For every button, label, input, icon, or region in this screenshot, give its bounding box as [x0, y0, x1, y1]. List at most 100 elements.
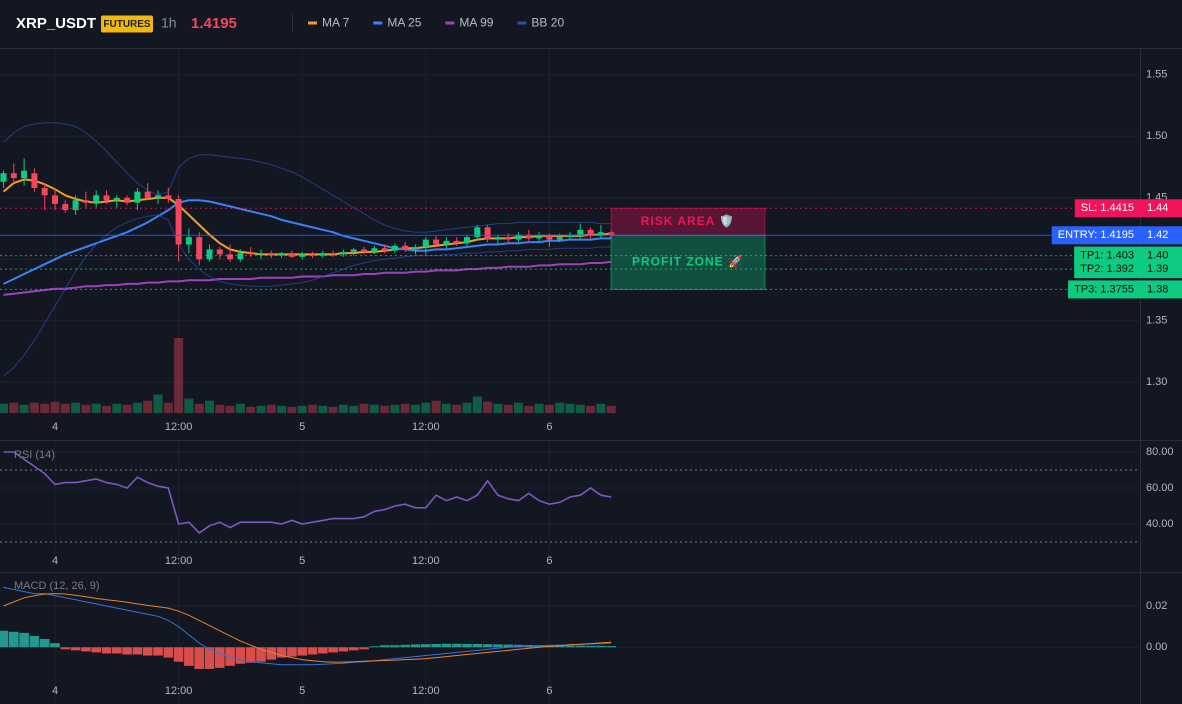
interval: 1h [161, 15, 177, 31]
ma-line [3, 260, 612, 296]
axis-label-bg [1140, 246, 1182, 265]
candle-body [41, 187, 48, 196]
volume-bar [411, 404, 420, 413]
candle-body [0, 173, 7, 182]
volume-bar [256, 405, 266, 413]
x-tick-label: 4 [52, 685, 58, 697]
axis-label: 1.40 [1147, 250, 1168, 262]
y-tick-label: 1.35 [1146, 315, 1167, 327]
macd-histogram [503, 644, 513, 648]
candle-body [268, 253, 275, 256]
volume-bar [431, 400, 441, 413]
level-label-bg [1074, 199, 1140, 218]
macd-histogram [379, 645, 390, 648]
macd-line [3, 593, 612, 663]
zone-label: RISK AREA 🛡️ [641, 214, 735, 228]
macd-histogram [400, 644, 410, 648]
candle-body [165, 195, 172, 200]
level-label: SL: 1.4415 [1081, 202, 1134, 214]
candle-body [237, 253, 244, 260]
macd-histogram [173, 647, 184, 662]
candle-body [587, 229, 594, 236]
x-tick-label: 4 [52, 421, 58, 433]
macd-histogram [0, 630, 9, 648]
macd-histogram [596, 645, 606, 648]
macd-histogram [245, 647, 256, 663]
candle-body [371, 248, 378, 252]
macd-histogram [431, 643, 441, 648]
panel-title: MACD (12, 26, 9) [14, 580, 100, 592]
level-label: TP1: 1.403 [1080, 250, 1134, 262]
candle-body [391, 245, 398, 251]
candle-body [134, 191, 141, 203]
candle-body [288, 253, 295, 257]
candle-body [515, 234, 522, 240]
volume-bar [555, 402, 565, 413]
volume-bar [71, 402, 81, 413]
volume-bar [122, 404, 132, 413]
candle-body [484, 227, 491, 240]
candle-body [113, 197, 120, 201]
volume-bar [81, 404, 91, 413]
y-tick-label: 1.30 [1146, 376, 1167, 388]
volume-bar [91, 403, 101, 413]
volume-bar [318, 405, 328, 413]
panel-title: RSI (14) [14, 449, 55, 461]
candle-body [597, 232, 604, 236]
y-tick-label: 0.02 [1146, 600, 1167, 612]
macd-histogram [101, 647, 112, 654]
volume-bar [462, 402, 472, 413]
candle-body [216, 249, 223, 255]
volume-bar [503, 404, 513, 413]
macd-histogram [359, 647, 369, 650]
volume-bar [534, 403, 544, 413]
candle-body [206, 249, 213, 260]
volume-bar [575, 404, 585, 413]
x-tick-label: 4 [52, 555, 58, 567]
macd-histogram [163, 647, 174, 658]
x-tick-label: 12:00 [412, 555, 440, 567]
volume-bar [50, 401, 60, 413]
volume-bar [235, 403, 245, 413]
level-label-bg [1074, 260, 1140, 279]
candle-body [10, 173, 17, 179]
candle-body [319, 253, 326, 256]
ma-line [3, 199, 612, 285]
volume-bar [606, 405, 616, 413]
macd-histogram [225, 647, 235, 666]
macd-histogram [493, 644, 503, 648]
macd-histogram [122, 647, 132, 655]
macd-histogram [328, 647, 338, 653]
x-tick-label: 12:00 [165, 421, 193, 433]
candle-body [185, 237, 192, 245]
volume-bar [544, 404, 554, 413]
volume-bar [29, 402, 39, 413]
candle-body [433, 239, 440, 245]
volume-bar [194, 403, 204, 413]
macd-histogram [184, 647, 194, 666]
candle-body [443, 240, 450, 245]
macd-histogram [29, 635, 40, 648]
volume-bar [19, 404, 29, 413]
macd-histogram [585, 645, 596, 648]
y-tick-label: 1.50 [1146, 130, 1167, 142]
y-tick-label: 0.00 [1146, 641, 1167, 653]
macd-histogram [204, 647, 215, 669]
volume-bar [421, 402, 431, 413]
macd-histogram [70, 647, 81, 651]
macd-histogram [276, 647, 287, 658]
macd-histogram [142, 647, 153, 656]
candle-body [546, 235, 553, 240]
volume-bar [143, 400, 153, 413]
candle-body [144, 191, 151, 198]
macd-histogram [462, 643, 472, 648]
volume-bar [380, 405, 390, 413]
macd-histogram [513, 644, 524, 648]
macd-histogram [132, 647, 143, 655]
y-tick-label: 40.00 [1146, 518, 1174, 530]
macd-histogram [338, 647, 349, 652]
legend-label: MA 25 [387, 16, 421, 30]
x-tick-label: 12:00 [165, 685, 193, 697]
